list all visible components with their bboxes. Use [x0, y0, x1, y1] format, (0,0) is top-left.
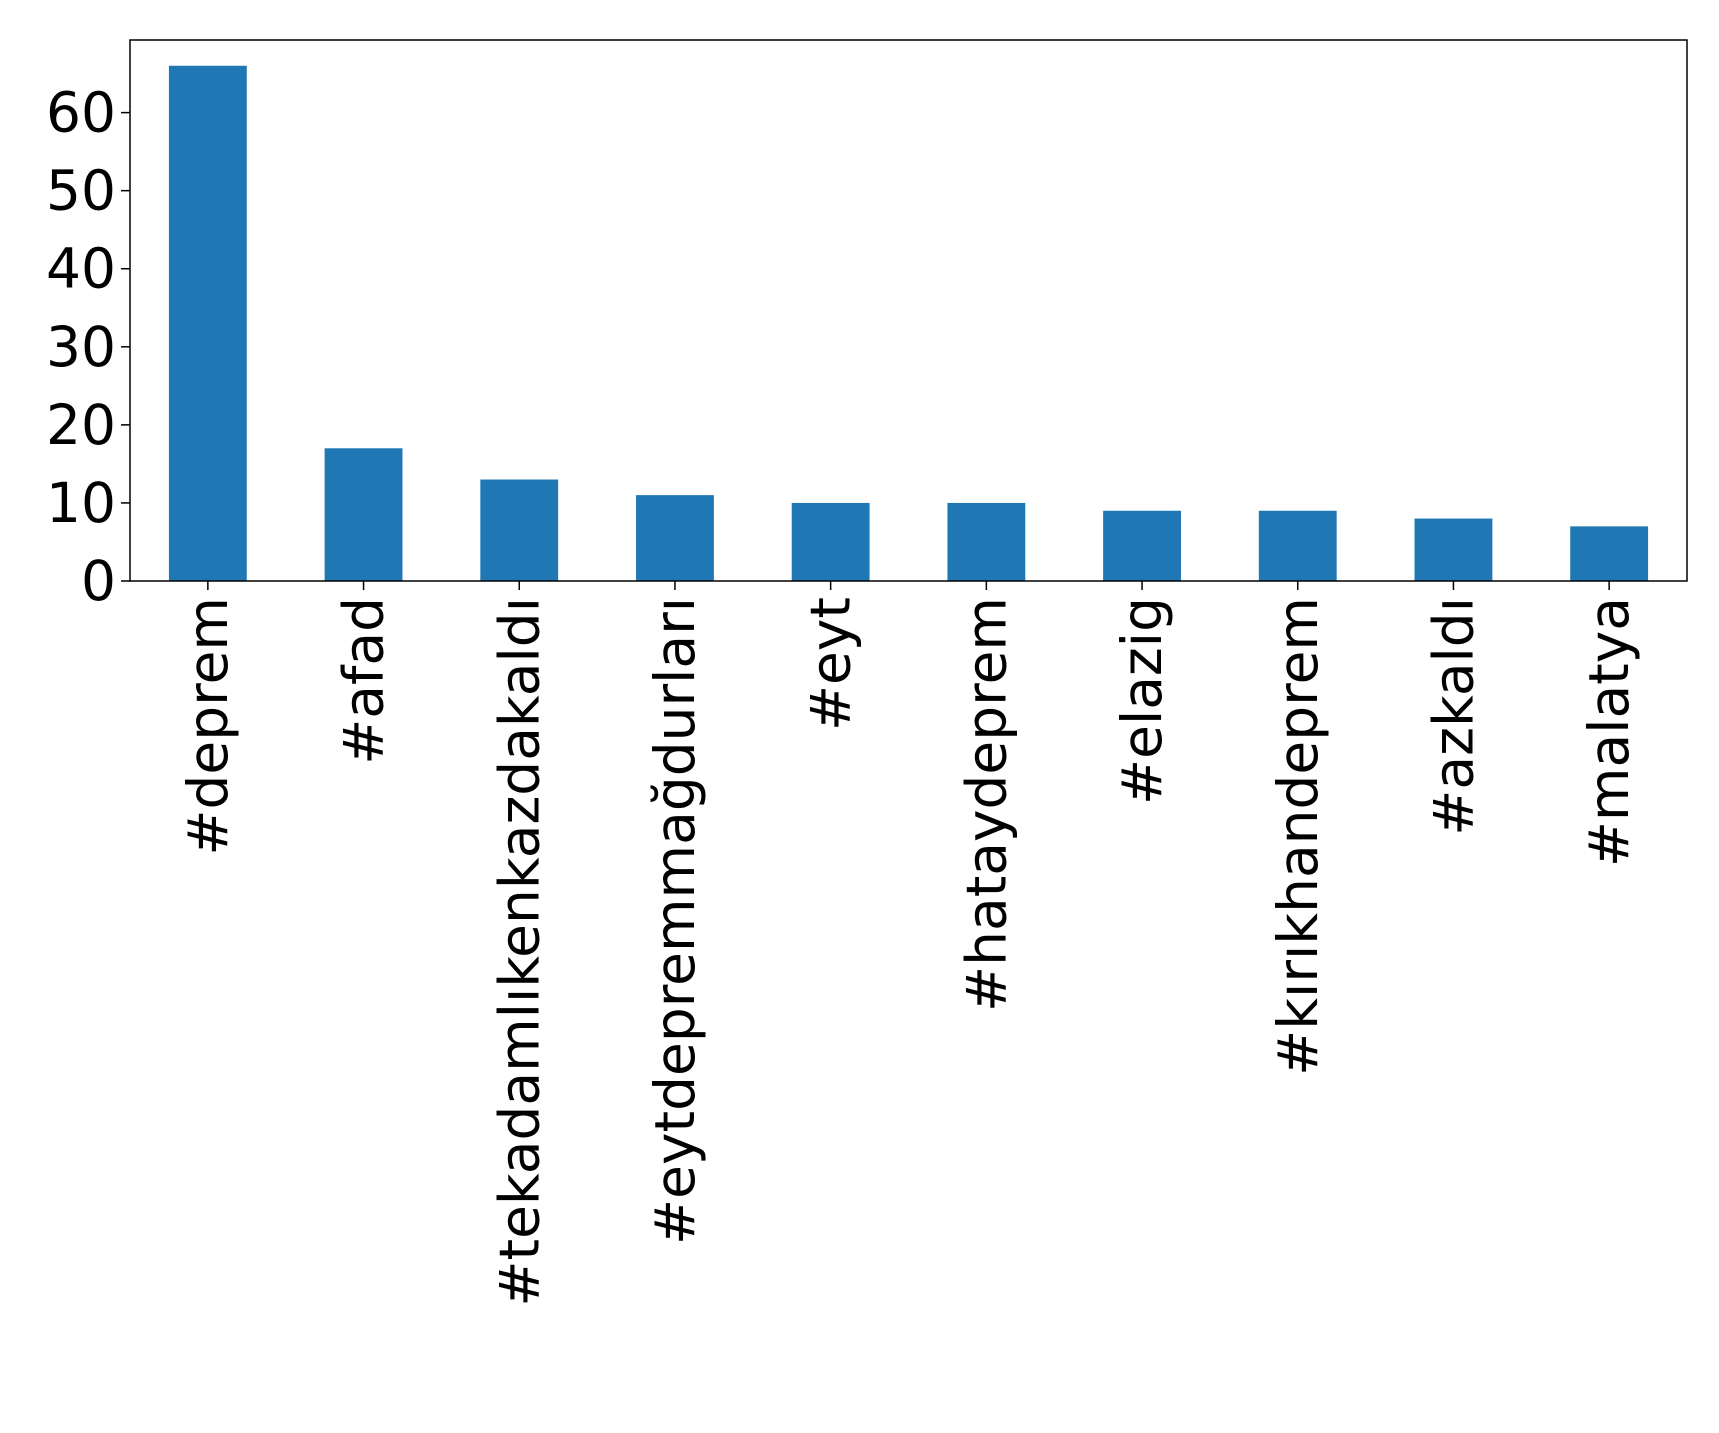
x-tick-label: #tekadamlıkenkazdakaldı: [487, 597, 551, 1307]
x-tick-label: #hataydeprem: [954, 597, 1018, 1012]
x-tick-label: #deprem: [176, 597, 240, 856]
plot-frame: [129, 39, 1688, 582]
bar: [480, 479, 559, 581]
bar: [947, 502, 1026, 581]
x-tick-label: #malatya: [1577, 597, 1641, 867]
x-tick-label: #elazig: [1110, 597, 1174, 805]
y-tick-label: 20: [46, 393, 116, 457]
bar: [1258, 510, 1337, 581]
bar: [636, 495, 714, 581]
x-tick-label: #afad: [332, 597, 396, 765]
bar: [1103, 510, 1181, 581]
x-tick-label: #azkaldı: [1421, 597, 1485, 836]
bar: [324, 448, 403, 581]
bar: [791, 502, 870, 581]
y-tick-label: 30: [46, 315, 116, 379]
x-tick-label: #kırıkhandeprem: [1266, 597, 1330, 1076]
x-tick-label: #eytdepremmağdurları: [643, 597, 707, 1245]
y-tick-label: 10: [46, 471, 116, 535]
bar: [1570, 526, 1649, 581]
bar: [168, 65, 247, 581]
y-tick-label: 40: [46, 237, 116, 301]
x-tick-label: #eyt: [799, 597, 863, 731]
y-tick-label: 0: [81, 549, 116, 613]
y-tick-label: 50: [46, 159, 116, 223]
bar: [1414, 518, 1493, 581]
y-tick-label: 60: [46, 81, 116, 145]
